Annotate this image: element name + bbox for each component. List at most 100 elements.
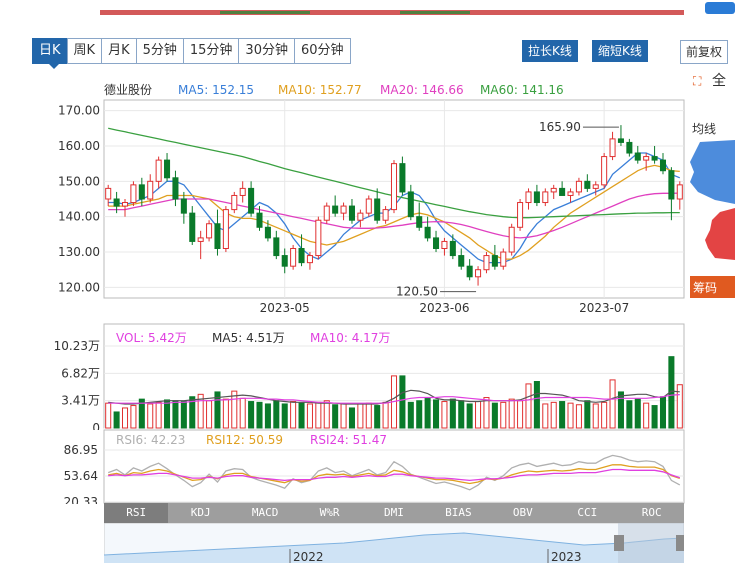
indicator-cci[interactable]: CCI <box>577 506 598 519</box>
volume-bar[interactable] <box>130 405 137 429</box>
volume-bar[interactable] <box>180 401 187 429</box>
candle[interactable] <box>315 216 322 260</box>
volume-bar[interactable] <box>483 397 490 429</box>
volume-bar[interactable] <box>626 400 633 429</box>
volume-bar[interactable] <box>659 396 667 429</box>
rsi-chart[interactable]: 86.95 53.64 20.33 RSI6: 42.23 RSI12: 50.59 R… <box>0 428 690 504</box>
volume-bar[interactable] <box>348 407 355 429</box>
candle[interactable] <box>222 206 229 253</box>
candle[interactable] <box>584 174 591 192</box>
candle[interactable] <box>281 248 288 274</box>
volume-bar[interactable] <box>634 398 641 429</box>
candle[interactable] <box>542 188 549 207</box>
volume-bar[interactable] <box>164 399 171 429</box>
candle[interactable] <box>550 184 557 199</box>
tab-weekly[interactable]: 周K <box>66 38 103 64</box>
candle[interactable] <box>273 230 280 260</box>
volume-bar[interactable] <box>105 402 112 429</box>
volume-bar[interactable] <box>550 401 557 429</box>
candle[interactable] <box>517 199 524 231</box>
navigator-left-handle[interactable] <box>614 535 624 551</box>
tab-60min[interactable]: 60分钟 <box>293 38 351 64</box>
volume-bar[interactable] <box>264 403 271 429</box>
indicator-macd[interactable]: MACD <box>251 506 279 519</box>
volume-bar[interactable] <box>525 383 532 429</box>
candle[interactable] <box>441 237 448 256</box>
candle[interactable] <box>130 181 137 207</box>
candle[interactable] <box>575 177 582 196</box>
time-navigator[interactable]: 2022 2023 <box>104 523 684 563</box>
volume-bar[interactable] <box>491 402 498 429</box>
adjust-select[interactable]: 前复权 <box>680 40 729 64</box>
volume-bar[interactable] <box>374 405 381 429</box>
volume-bar[interactable] <box>449 398 456 429</box>
candle[interactable] <box>189 206 196 245</box>
volume-bar[interactable] <box>340 403 347 429</box>
volume-bar[interactable] <box>155 401 162 429</box>
candlestick-chart[interactable]: 170.00 160.00 150.00 140.00 130.00 120.00 202… <box>0 80 690 320</box>
candle[interactable] <box>172 170 179 207</box>
volume-bar[interactable] <box>306 403 313 429</box>
volume-bar[interactable] <box>323 400 330 429</box>
candle[interactable] <box>382 206 389 224</box>
shrink-kline-button[interactable]: 缩短K线 <box>592 40 648 62</box>
top-blue-button[interactable] <box>705 2 735 14</box>
volume-bar[interactable] <box>298 402 305 429</box>
volume-bar[interactable] <box>365 402 372 429</box>
volume-bar[interactable] <box>500 401 507 429</box>
candle[interactable] <box>592 181 599 196</box>
navigator-right-handle[interactable] <box>676 535 684 551</box>
tab-15min[interactable]: 15分钟 <box>182 38 240 64</box>
volume-bar[interactable] <box>214 391 221 429</box>
candle[interactable] <box>239 181 246 203</box>
candle[interactable] <box>424 216 431 242</box>
tab-5min[interactable]: 5分钟 <box>135 38 184 64</box>
candle[interactable] <box>256 206 263 231</box>
volume-bar[interactable] <box>113 411 120 429</box>
candle[interactable] <box>374 188 381 224</box>
candle[interactable] <box>138 177 145 207</box>
candle[interactable] <box>508 223 515 256</box>
candle[interactable] <box>155 156 162 189</box>
volume-bar[interactable] <box>332 404 339 429</box>
candle[interactable] <box>365 195 372 217</box>
candle[interactable] <box>290 244 297 270</box>
candle[interactable] <box>390 160 398 214</box>
candle[interactable] <box>323 202 330 224</box>
volume-bar[interactable] <box>121 407 129 429</box>
indicator-bias[interactable]: BIAS <box>445 506 472 519</box>
candle[interactable] <box>475 266 482 286</box>
candle[interactable] <box>348 199 355 224</box>
volume-bar[interactable] <box>643 402 650 429</box>
volume-bar[interactable] <box>458 400 465 429</box>
volume-bar[interactable] <box>382 401 389 429</box>
stretch-kline-button[interactable]: 拉长K线 <box>522 40 578 62</box>
volume-bar[interactable] <box>508 398 515 429</box>
volume-bar[interactable] <box>542 403 549 429</box>
fullscreen-label[interactable]: 全 <box>712 73 726 89</box>
candle[interactable] <box>433 230 440 253</box>
indicator-wr[interactable]: W%R <box>319 506 340 519</box>
candle[interactable] <box>113 191 120 214</box>
volume-bar[interactable] <box>281 403 288 429</box>
candle[interactable] <box>525 188 532 210</box>
candle[interactable] <box>601 153 608 189</box>
indicator-rsi[interactable]: RSI <box>104 503 169 523</box>
volume-bar[interactable] <box>567 402 574 429</box>
candle[interactable] <box>399 156 406 196</box>
volume-bar[interactable] <box>399 375 406 429</box>
candle[interactable] <box>483 252 490 274</box>
volume-bar[interactable] <box>138 398 145 429</box>
volume-bar[interactable] <box>441 401 448 429</box>
indicator-kdj[interactable]: KDJ <box>190 506 211 519</box>
candle[interactable] <box>559 181 566 196</box>
candle[interactable] <box>567 188 574 203</box>
candle[interactable] <box>332 195 339 217</box>
volume-bar[interactable] <box>559 401 566 429</box>
volume-bar[interactable] <box>315 401 322 429</box>
volume-bar[interactable] <box>416 400 423 429</box>
volume-bar[interactable] <box>466 403 473 429</box>
candle[interactable] <box>164 153 171 182</box>
candle[interactable] <box>458 248 465 270</box>
volume-bar[interactable] <box>533 381 540 429</box>
